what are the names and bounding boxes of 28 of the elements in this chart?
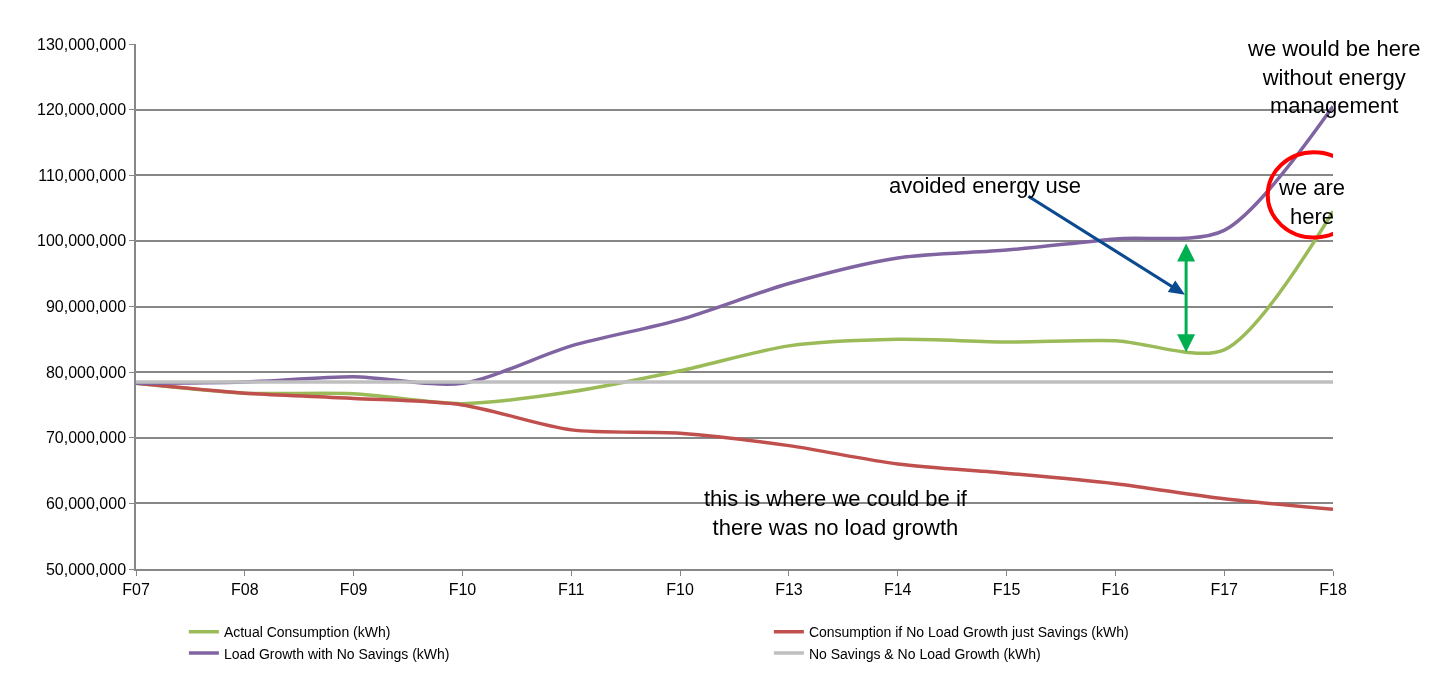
x-tick-label: F13 (775, 580, 803, 598)
legend-label: Load Growth with No Savings (kWh) (223, 645, 450, 662)
y-tick-label: 130,000,000 (37, 35, 127, 53)
x-tick-label: F11 (558, 580, 585, 598)
annotation: we would be here without energy management (1247, 36, 1421, 119)
x-tick-label: F18 (1319, 580, 1347, 598)
y-tick-label: 80,000,000 (45, 363, 127, 381)
x-tick-label: F17 (1210, 580, 1239, 598)
x-tick-label: F10 (448, 580, 477, 598)
x-tick-label: F15 (992, 580, 1021, 598)
y-tick-label: 60,000,000 (45, 494, 127, 512)
x-tick-label: F10 (666, 580, 694, 598)
x-tick-label: F09 (339, 580, 368, 598)
y-tick-label: 100,000,000 (37, 232, 127, 250)
x-tick-label: F08 (231, 580, 259, 598)
y-tick-label: 110,000,000 (38, 166, 127, 184)
x-tick-label: F07 (122, 580, 150, 598)
y-tick-label: 90,000,000 (45, 298, 127, 316)
legend-label: Consumption if No Load Growth just Savings (kWh) (808, 624, 1129, 641)
legend-label: Actual Consumption (kWh) (223, 624, 391, 641)
annotation: avoided energy use (889, 173, 1082, 198)
x-tick-label: F16 (1101, 580, 1130, 598)
x-tick-label: F14 (883, 580, 912, 598)
y-tick-label: 120,000,000 (37, 101, 127, 119)
y-tick-label: 70,000,000 (45, 429, 127, 447)
legend-label: No Savings & No Load Growth (kWh) (808, 645, 1041, 662)
y-tick-label: 50,000,000 (45, 560, 127, 578)
annotation: this is where we could be if there was no load growth (704, 486, 968, 540)
